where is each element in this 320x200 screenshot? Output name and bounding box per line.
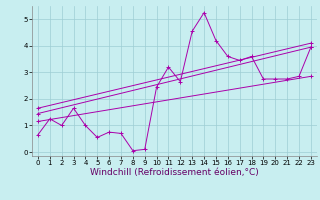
X-axis label: Windchill (Refroidissement éolien,°C): Windchill (Refroidissement éolien,°C) [90, 168, 259, 177]
